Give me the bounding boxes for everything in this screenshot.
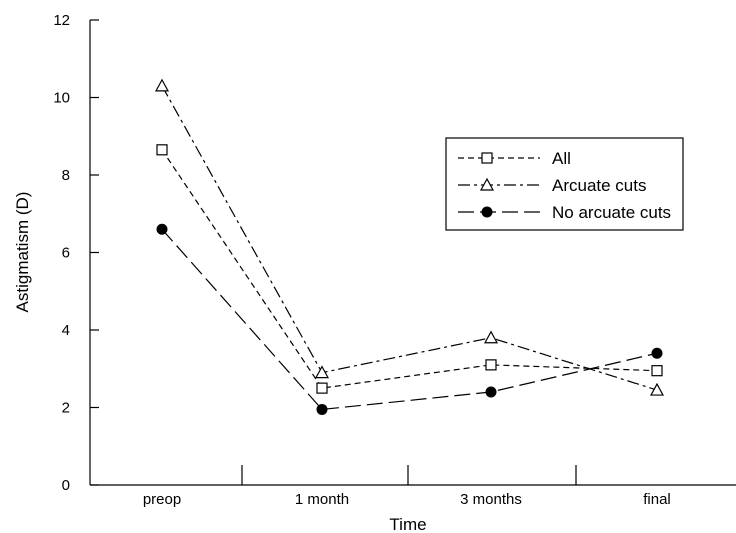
y-ticks: 0 2 4 6 8 10 12 [53, 12, 99, 494]
data-point [316, 403, 328, 415]
series-line [161, 228, 658, 411]
x-tick-label: 3 months [460, 491, 522, 508]
x-axis-title: Time [389, 515, 426, 533]
data-point [156, 223, 168, 235]
legend-item: Arcuate cuts [458, 176, 647, 195]
legend-marker [479, 177, 495, 191]
x-tick-label: final [643, 491, 671, 508]
y-tick-label: 0 [62, 477, 70, 494]
data-point [316, 382, 328, 394]
x-tick-label: 1 month [295, 491, 349, 508]
x-tick-label: preop [143, 491, 181, 508]
data-point [154, 78, 170, 92]
y-tick-label: 4 [62, 322, 70, 339]
data-point [485, 386, 497, 398]
y-tick-label: 6 [62, 245, 70, 262]
legend-item: All [458, 149, 571, 168]
series-line [161, 85, 658, 391]
legend-label: All [552, 149, 571, 168]
axes [89, 20, 736, 486]
x-ticks: preop 1 month 3 months final [143, 465, 671, 508]
y-tick-label: 12 [53, 12, 70, 29]
legend-marker [481, 206, 493, 218]
series-no-arcuate-cuts [156, 223, 663, 415]
legend-item: No arcuate cuts [458, 203, 671, 222]
data-point [651, 365, 663, 377]
data-point [314, 365, 330, 379]
data-point [483, 330, 499, 344]
y-tick-label: 2 [62, 400, 70, 417]
data-point [649, 382, 665, 396]
y-axis-title: Astigmatism (D) [13, 192, 32, 313]
series-arcuate-cuts [154, 78, 665, 396]
series-layer [154, 78, 665, 415]
legend-label: Arcuate cuts [552, 176, 647, 195]
y-tick-label: 10 [53, 90, 70, 107]
data-point [156, 144, 168, 156]
series-all [156, 144, 663, 394]
series-line [161, 149, 658, 389]
legend: All Arcuate cuts No arcuate cuts [445, 137, 684, 231]
legend-label: No arcuate cuts [552, 203, 671, 222]
y-tick-label: 8 [62, 167, 70, 184]
legend-marker [481, 152, 493, 164]
data-point [485, 359, 497, 371]
data-point [651, 347, 663, 359]
